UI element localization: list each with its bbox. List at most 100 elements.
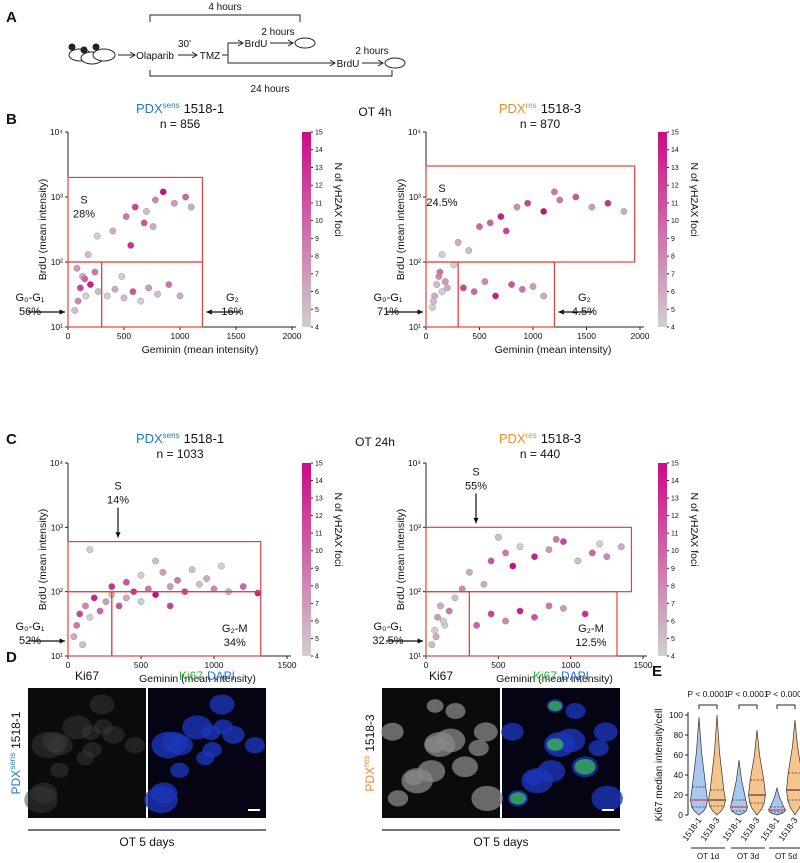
- data-point: [529, 283, 537, 290]
- data-point: [487, 610, 495, 618]
- data-point: [560, 538, 567, 546]
- chart-title: PDXres 1518-3: [499, 101, 581, 116]
- x-tick-label: 1500: [278, 660, 297, 670]
- gate-label: S: [438, 183, 445, 195]
- y-tick-label: 10²: [51, 257, 63, 267]
- data-point: [93, 232, 101, 240]
- data-point: [108, 583, 116, 590]
- data-point: [545, 602, 553, 610]
- row-title: OT 24h: [355, 435, 395, 449]
- data-point: [111, 285, 119, 293]
- data-point: [518, 285, 526, 293]
- colorbar-tick-label: 9: [671, 566, 675, 573]
- colorbar-tick-label: 10: [671, 548, 679, 555]
- colorbar-tick-label: 8: [671, 254, 675, 261]
- nucleus: [42, 731, 68, 753]
- x-tick-label: 0: [66, 331, 71, 341]
- colorbar-label: N of γH2AX foci: [688, 162, 700, 236]
- ki67-signal: [546, 738, 564, 751]
- nucleus: [170, 762, 190, 778]
- colorbar-tick-label: 13: [671, 165, 679, 172]
- colorbar-tick-label: 7: [315, 601, 319, 608]
- significance-bracket: [776, 704, 796, 709]
- colorbar-tick-label: 9: [671, 236, 675, 243]
- nucleus: [468, 739, 489, 757]
- data-point: [524, 199, 532, 207]
- data-point: [152, 557, 160, 565]
- x-tick-label: 1500: [227, 331, 246, 341]
- gate-label: G₀-G₁: [15, 292, 44, 304]
- data-point: [86, 546, 94, 554]
- y-tick-label: 10¹: [409, 651, 421, 661]
- colorbar-tick-label: 14: [671, 478, 679, 485]
- y-tick-label: 100: [669, 710, 683, 720]
- data-point: [81, 275, 89, 283]
- arrowhead: [473, 517, 479, 524]
- y-tick-label: 10⁴: [408, 458, 421, 468]
- arrowhead: [191, 51, 198, 59]
- data-point: [540, 292, 548, 300]
- data-point: [182, 193, 190, 201]
- colorbar-tick-label: 7: [315, 271, 319, 278]
- gate-label: G₂-M: [578, 623, 604, 635]
- gate-percent: 16%: [221, 306, 243, 318]
- chart-title: PDXsens 1518-1: [136, 101, 224, 116]
- y-tick-label: 10²: [409, 587, 421, 597]
- y-tick-label: 10³: [51, 192, 63, 202]
- nucleus: [588, 739, 609, 757]
- y-tick-label: 80: [674, 730, 684, 740]
- image-title: Ki67: [75, 669, 99, 683]
- title-suffix: 1518-3: [541, 101, 581, 116]
- x-tick-label: 2000: [631, 331, 650, 341]
- colorbar-tick-label: 4: [315, 325, 319, 332]
- data-point: [460, 284, 467, 292]
- y-tick-label: 10³: [51, 522, 63, 532]
- x-axis-label: Geminin (mean intensity): [139, 673, 256, 685]
- data-point: [120, 294, 128, 302]
- group-label: OT 1d: [697, 852, 719, 861]
- gate: [425, 526, 633, 593]
- chase: 2 hours: [355, 46, 388, 57]
- data-point: [560, 604, 567, 612]
- colorbar-tick-label: 9: [315, 566, 319, 573]
- sample-prefix: PDX: [9, 770, 23, 795]
- gate-percent: 4.5%: [572, 306, 597, 318]
- violin-body: [786, 719, 800, 816]
- data-point: [73, 621, 81, 629]
- arrowhead: [129, 51, 136, 59]
- nucleus: [451, 756, 478, 778]
- arrowhead: [59, 638, 65, 644]
- data-point: [82, 602, 89, 610]
- data-point: [137, 571, 145, 579]
- gate-label: S: [114, 481, 121, 493]
- arrow: [227, 55, 334, 64]
- data-point: [137, 598, 145, 606]
- gate-label: G₀-G₁: [15, 621, 44, 633]
- colorbar-tick-label: 11: [671, 531, 678, 538]
- image-caption: OT 5 days: [473, 835, 528, 849]
- sample-prefix: PDX: [363, 767, 377, 792]
- nucleus: [102, 725, 125, 744]
- gate-percent: 34%: [224, 637, 246, 649]
- x-tick-label: 1000: [171, 331, 190, 341]
- x-tick-label: 1000: [524, 331, 543, 341]
- colorbar: [302, 463, 311, 656]
- colorbar-tick-label: 15: [671, 130, 679, 137]
- colorbar-tick-label: 5: [671, 307, 675, 314]
- data-point: [470, 288, 478, 296]
- gate-percent: 55%: [465, 480, 487, 492]
- arrowhead: [417, 638, 423, 644]
- arrowhead: [287, 39, 294, 47]
- data-point: [454, 239, 462, 246]
- data-point: [581, 610, 589, 618]
- colorbar-tick-label: 13: [315, 496, 323, 503]
- data-point: [545, 546, 553, 554]
- data-point: [556, 196, 564, 204]
- arrowhead: [417, 309, 423, 315]
- data-point: [437, 602, 444, 610]
- pulse: BrdU: [337, 59, 360, 70]
- data-point: [430, 297, 437, 305]
- data-point: [154, 290, 162, 298]
- drug: Olaparib: [136, 51, 174, 62]
